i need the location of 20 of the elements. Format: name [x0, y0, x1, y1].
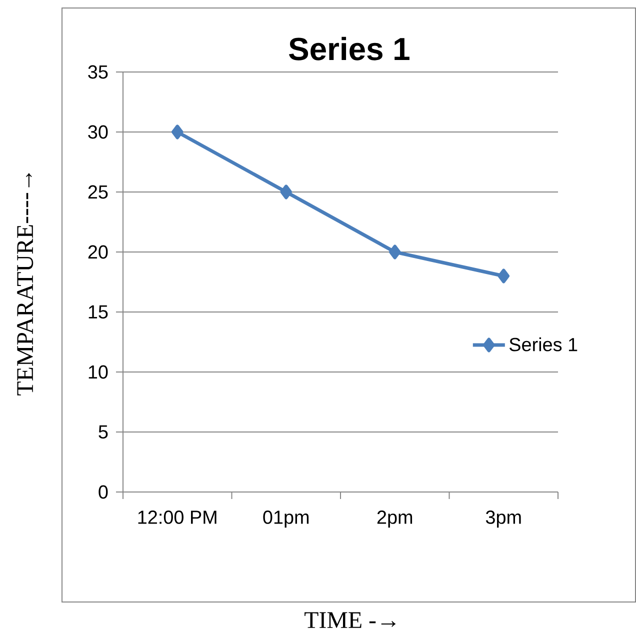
- x-tick-label: 01pm: [263, 510, 309, 528]
- point: [280, 184, 292, 200]
- y-tick-label: 20: [88, 245, 108, 259]
- y-tick-label: 15: [88, 305, 108, 319]
- x-tick-label: 2pm: [377, 510, 412, 528]
- y-tick-label: 25: [88, 185, 108, 199]
- y-tick-label: 30: [88, 125, 108, 139]
- y-tick-label: 10: [88, 365, 108, 379]
- y-axis-title: TEMPARATURE----→: [17, 173, 34, 396]
- y-tick-label: 5: [98, 425, 108, 439]
- x-tick-label: 3pm: [486, 510, 521, 528]
- y-tick-label: 35: [88, 65, 108, 79]
- y-tick-label: 0: [98, 485, 108, 499]
- x-tick-label: 12:00 PM: [138, 510, 216, 524]
- point: [498, 268, 510, 284]
- chart-title: Series 1: [288, 36, 410, 60]
- point: [389, 244, 401, 260]
- x-axis-title: TIME -→: [304, 612, 396, 628]
- legend-label: Series 1: [510, 337, 578, 352]
- point: [172, 124, 184, 140]
